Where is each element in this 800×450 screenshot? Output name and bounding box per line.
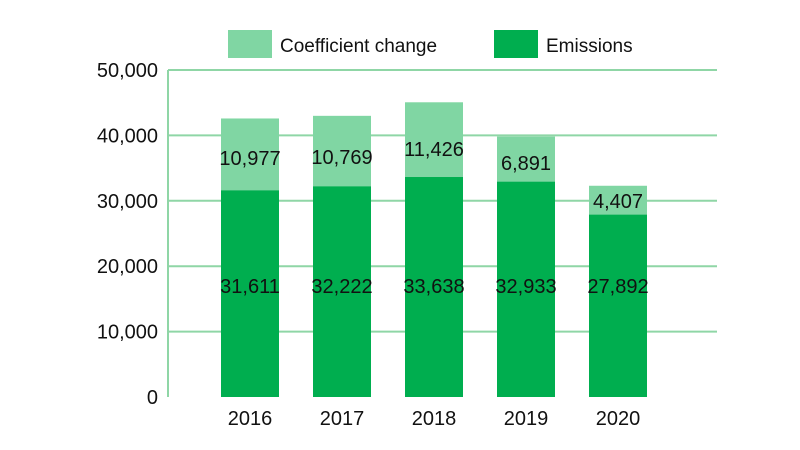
y-tick-label: 10,000: [97, 322, 158, 344]
data-label-coefficient-change: 4,407: [593, 191, 643, 213]
data-label-emissions: 27,892: [587, 276, 648, 298]
bar-coefficient-change: [405, 102, 463, 178]
data-label-coefficient-change: 6,891: [501, 153, 551, 175]
bar-coefficient-change: [221, 118, 279, 191]
y-tick-label: 50,000: [97, 60, 158, 82]
bar-coefficient-change: [589, 185, 647, 215]
data-label-emissions: 32,222: [311, 276, 372, 298]
data-label-emissions: 31,611: [220, 276, 280, 298]
data-labels: 31,611 10,977 32,222 10,769 33,638 11,426 32,9…: [219, 139, 648, 298]
y-tick-label: 20,000: [97, 256, 158, 278]
data-label-coefficient-change: 10,769: [311, 147, 372, 169]
data-label-coefficient-change: 11,426: [404, 139, 464, 161]
bar-emissions: [221, 190, 279, 397]
legend-swatch: [494, 30, 538, 58]
legend-swatch: [228, 30, 272, 58]
bar-emissions: [405, 177, 463, 397]
y-tick-label: 40,000: [97, 125, 158, 147]
data-label-coefficient-change: 10,977: [219, 148, 280, 170]
legend-label: Coefficient change: [280, 36, 437, 57]
bar-emissions: [589, 214, 647, 397]
bar-emissions: [497, 181, 555, 397]
x-tick-label: 2018: [412, 408, 457, 430]
data-label-emissions: 33,638: [403, 276, 464, 298]
y-tick-label: 30,000: [97, 191, 158, 213]
bar-coefficient-change: [313, 115, 371, 187]
x-tick-label: 2020: [596, 408, 641, 430]
bars: [221, 102, 647, 397]
axes: 0 10,000 20,000 30,000 40,000 50,000 2016 2017 2…: [97, 60, 640, 430]
bar-emissions: [313, 186, 371, 397]
x-tick-label: 2017: [320, 408, 365, 430]
x-tick-label: 2016: [228, 408, 273, 430]
legend: Coefficient change Emissions: [228, 30, 633, 58]
y-tick-label: 0: [147, 387, 158, 409]
data-label-emissions: 32,933: [495, 276, 556, 298]
bar-coefficient-change: [497, 136, 555, 182]
x-tick-label: 2019: [504, 408, 549, 430]
legend-label: Emissions: [546, 36, 633, 57]
